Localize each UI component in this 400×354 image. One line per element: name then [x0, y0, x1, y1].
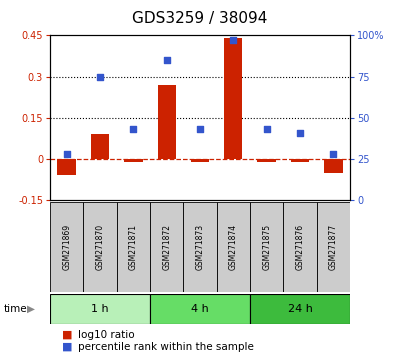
Text: GSM271876: GSM271876: [296, 224, 304, 270]
Text: ▶: ▶: [27, 304, 35, 314]
Bar: [150, 294, 250, 324]
Text: GSM271874: GSM271874: [229, 224, 238, 270]
Bar: [317, 202, 350, 292]
Bar: [158, 85, 176, 159]
Bar: [117, 202, 150, 292]
Bar: [50, 294, 150, 324]
Bar: [83, 202, 117, 292]
Bar: [250, 294, 350, 324]
Text: time: time: [4, 304, 28, 314]
Bar: [291, 159, 309, 161]
Bar: [91, 134, 109, 159]
Text: GSM271871: GSM271871: [129, 224, 138, 270]
Point: [264, 126, 270, 132]
Text: GSM271877: GSM271877: [329, 224, 338, 270]
Text: GSM271869: GSM271869: [62, 224, 71, 270]
Text: GSM271873: GSM271873: [196, 224, 204, 270]
Bar: [250, 202, 283, 292]
Bar: [224, 38, 242, 159]
Text: GSM271870: GSM271870: [96, 224, 104, 270]
Text: 1 h: 1 h: [91, 304, 109, 314]
Point: [297, 130, 303, 135]
Text: ■: ■: [62, 342, 72, 352]
Text: percentile rank within the sample: percentile rank within the sample: [78, 342, 254, 352]
Bar: [324, 159, 342, 172]
Text: GSM271872: GSM271872: [162, 224, 171, 270]
Point: [64, 151, 70, 157]
Bar: [283, 202, 317, 292]
Text: 4 h: 4 h: [191, 304, 209, 314]
Bar: [124, 159, 142, 161]
Point: [97, 74, 103, 79]
Text: 24 h: 24 h: [288, 304, 312, 314]
Bar: [50, 202, 83, 292]
Point: [130, 126, 136, 132]
Point: [197, 126, 203, 132]
Text: GDS3259 / 38094: GDS3259 / 38094: [132, 11, 268, 25]
Text: log10 ratio: log10 ratio: [78, 330, 135, 339]
Point: [164, 57, 170, 63]
Bar: [150, 202, 183, 292]
Point: [230, 38, 236, 43]
Bar: [58, 159, 76, 175]
Bar: [183, 202, 217, 292]
Bar: [217, 202, 250, 292]
Bar: [258, 159, 276, 161]
Point: [330, 151, 336, 157]
Text: ■: ■: [62, 330, 72, 339]
Text: GSM271875: GSM271875: [262, 224, 271, 270]
Bar: [191, 159, 209, 161]
